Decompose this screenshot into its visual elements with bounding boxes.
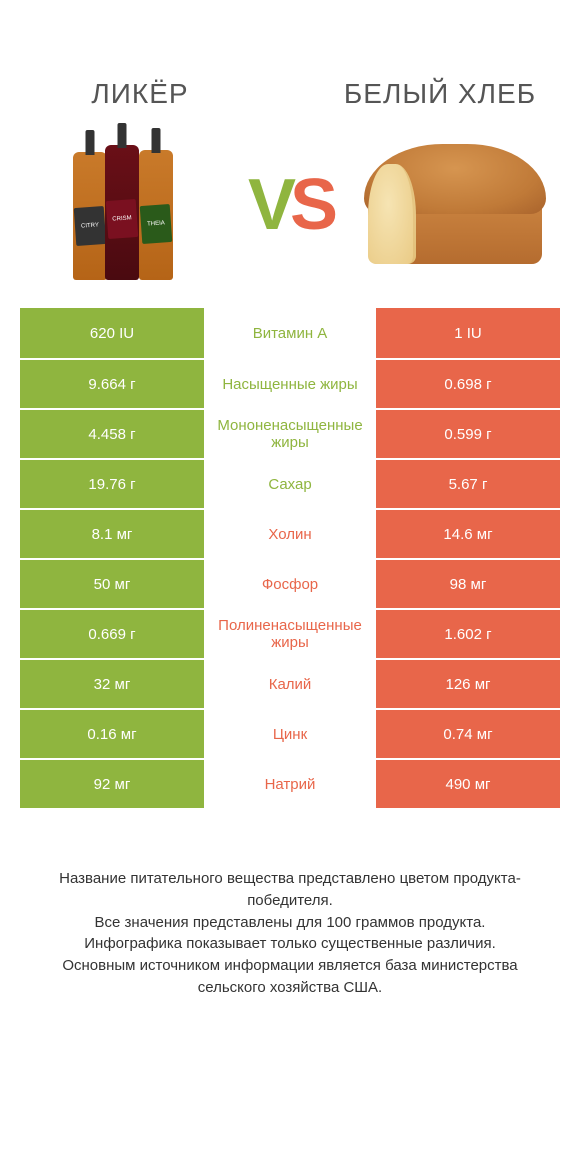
right-image — [350, 120, 560, 290]
cell-left: 92 мг — [20, 760, 204, 808]
cell-nutrient: Холин — [204, 510, 376, 558]
table-row: 9.664 гНасыщенные жиры0.698 г — [20, 358, 560, 408]
title-right: БЕЛЫЙ ХЛЕБ — [330, 78, 550, 110]
footer-line: Инфографика показывает только существенн… — [28, 933, 552, 955]
bread-icon — [360, 140, 550, 270]
footer: Название питательного вещества представл… — [28, 868, 552, 999]
cell-right: 0.698 г — [376, 360, 560, 408]
left-image: CITRY CRISM THEIA — [20, 120, 230, 290]
cell-right: 126 мг — [376, 660, 560, 708]
cell-nutrient: Калий — [204, 660, 376, 708]
cell-right: 1.602 г — [376, 610, 560, 658]
liqueur-icon: CITRY CRISM THEIA — [55, 130, 195, 280]
cell-left: 32 мг — [20, 660, 204, 708]
cell-nutrient: Натрий — [204, 760, 376, 808]
cell-nutrient: Полиненасыщенные жиры — [204, 610, 376, 658]
cell-nutrient: Мононенасыщенные жиры — [204, 410, 376, 458]
cell-left: 0.16 мг — [20, 710, 204, 758]
vs-label: VS — [230, 164, 350, 246]
table-row: 4.458 гМононенасыщенные жиры0.599 г — [20, 408, 560, 458]
table-row: 0.16 мгЦинк0.74 мг — [20, 708, 560, 758]
footer-line: Название питательного вещества представл… — [28, 868, 552, 912]
cell-right: 98 мг — [376, 560, 560, 608]
table-row: 50 мгФосфор98 мг — [20, 558, 560, 608]
footer-line: Все значения представлены для 100 граммо… — [28, 912, 552, 934]
table-row: 620 IUВитамин A1 IU — [20, 308, 560, 358]
table-row: 32 мгКалий126 мг — [20, 658, 560, 708]
table-row: 8.1 мгХолин14.6 мг — [20, 508, 560, 558]
cell-left: 19.76 г — [20, 460, 204, 508]
cell-nutrient: Витамин A — [204, 308, 376, 358]
table-row: 92 мгНатрий490 мг — [20, 758, 560, 808]
cell-nutrient: Фосфор — [204, 560, 376, 608]
cell-nutrient: Насыщенные жиры — [204, 360, 376, 408]
vs-v: V — [248, 165, 290, 245]
vs-s: S — [290, 165, 332, 245]
cell-left: 0.669 г — [20, 610, 204, 658]
images-row: CITRY CRISM THEIA VS — [0, 120, 580, 290]
cell-right: 14.6 мг — [376, 510, 560, 558]
cell-right: 1 IU — [376, 308, 560, 358]
cell-nutrient: Цинк — [204, 710, 376, 758]
cell-nutrient: Сахар — [204, 460, 376, 508]
cell-right: 0.599 г — [376, 410, 560, 458]
cell-left: 620 IU — [20, 308, 204, 358]
footer-line: Основным источником информации является … — [28, 955, 552, 999]
cell-right: 5.67 г — [376, 460, 560, 508]
title-left: ЛИКЁР — [30, 78, 250, 110]
cell-right: 490 мг — [376, 760, 560, 808]
table-row: 19.76 гСахар5.67 г — [20, 458, 560, 508]
cell-right: 0.74 мг — [376, 710, 560, 758]
table-row: 0.669 гПолиненасыщенные жиры1.602 г — [20, 608, 560, 658]
comparison-table: 620 IUВитамин A1 IU9.664 гНасыщенные жир… — [20, 308, 560, 808]
cell-left: 9.664 г — [20, 360, 204, 408]
cell-left: 8.1 мг — [20, 510, 204, 558]
cell-left: 4.458 г — [20, 410, 204, 458]
cell-left: 50 мг — [20, 560, 204, 608]
header: ЛИКЁР БЕЛЫЙ ХЛЕБ — [0, 0, 580, 120]
